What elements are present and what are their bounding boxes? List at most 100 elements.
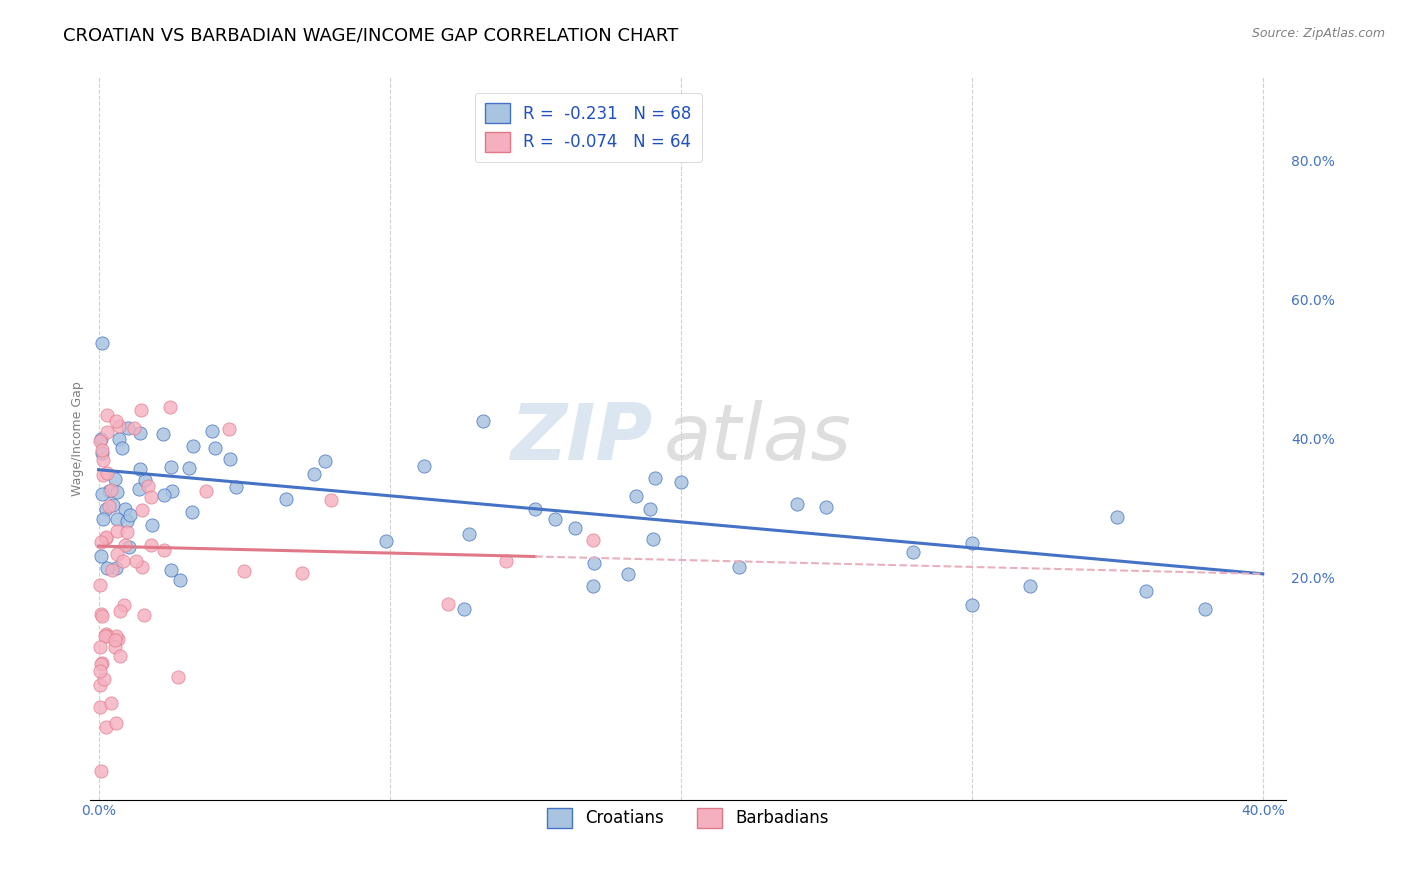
Point [114, 538, 136, 552]
Point [128, 425, 150, 440]
Point [112, 553, 135, 567]
Text: CROATIAN VS BARBADIAN WAGE/INCOME GAP CORRELATION CHART: CROATIAN VS BARBADIAN WAGE/INCOME GAP CO… [63, 27, 679, 45]
Point [233, 564, 256, 578]
Point [314, 453, 336, 467]
Point [641, 532, 664, 546]
Point [96, 425, 118, 439]
Y-axis label: Wage/Income Gap: Wage/Income Gap [72, 381, 84, 496]
Point [89, 434, 111, 448]
Point [104, 640, 127, 654]
Point [582, 579, 605, 593]
Point [624, 489, 647, 503]
Point [134, 607, 156, 622]
Point [815, 500, 838, 515]
Point [117, 420, 139, 434]
Point [136, 478, 159, 492]
Point [458, 527, 481, 541]
Point [94, 629, 117, 643]
Point [472, 413, 495, 427]
Point [108, 419, 131, 434]
Point [129, 402, 152, 417]
Point [105, 414, 128, 428]
Point [100, 696, 122, 710]
Point [159, 401, 181, 415]
Point [104, 473, 127, 487]
Point [112, 598, 135, 612]
Point [105, 629, 128, 643]
Point [124, 554, 146, 568]
Point [94, 627, 117, 641]
Point [453, 602, 475, 616]
Point [128, 482, 150, 496]
Point [110, 604, 132, 618]
Point [90, 549, 112, 564]
Point [90, 607, 112, 621]
Point [111, 441, 134, 455]
Point [638, 502, 661, 516]
Point [89, 640, 111, 654]
Point [89, 764, 111, 779]
Point [201, 424, 224, 438]
Point [1107, 510, 1129, 524]
Point [120, 508, 142, 522]
Point [141, 518, 163, 533]
Point [180, 506, 202, 520]
Point [495, 554, 517, 568]
Point [105, 485, 128, 500]
Point [124, 421, 146, 435]
Point [159, 459, 181, 474]
Point [90, 335, 112, 350]
Point [183, 439, 205, 453]
Point [90, 656, 112, 670]
Point [90, 657, 112, 671]
Point [96, 530, 118, 544]
Point [413, 458, 436, 473]
Point [727, 560, 749, 574]
Point [89, 678, 111, 692]
Point [291, 566, 314, 580]
Point [218, 422, 240, 436]
Point [139, 538, 162, 552]
Point [90, 442, 112, 457]
Point [115, 525, 138, 540]
Point [304, 467, 326, 482]
Point [118, 540, 141, 554]
Point [91, 512, 114, 526]
Point [91, 608, 114, 623]
Point [90, 432, 112, 446]
Text: Source: ZipAtlas.com: Source: ZipAtlas.com [1251, 27, 1385, 40]
Point [93, 467, 115, 482]
Point [101, 499, 124, 513]
Point [108, 649, 131, 664]
Point [617, 567, 640, 582]
Point [91, 453, 114, 467]
Point [131, 560, 153, 574]
Point [129, 462, 152, 476]
Point [436, 598, 458, 612]
Point [94, 720, 117, 734]
Point [219, 452, 242, 467]
Point [524, 502, 547, 516]
Point [1194, 602, 1216, 616]
Point [96, 629, 118, 643]
Point [179, 460, 201, 475]
Point [153, 542, 176, 557]
Point [108, 433, 131, 447]
Point [1135, 584, 1157, 599]
Point [100, 483, 122, 498]
Text: atlas: atlas [664, 401, 852, 476]
Point [89, 699, 111, 714]
Point [104, 560, 127, 574]
Point [160, 563, 183, 577]
Point [89, 664, 111, 678]
Point [105, 716, 128, 731]
Point [786, 497, 808, 511]
Point [105, 524, 128, 538]
Point [96, 408, 118, 422]
Point [582, 533, 605, 547]
Point [96, 560, 118, 574]
Point [644, 470, 666, 484]
Point [152, 426, 174, 441]
Point [91, 487, 114, 501]
Point [224, 480, 246, 494]
